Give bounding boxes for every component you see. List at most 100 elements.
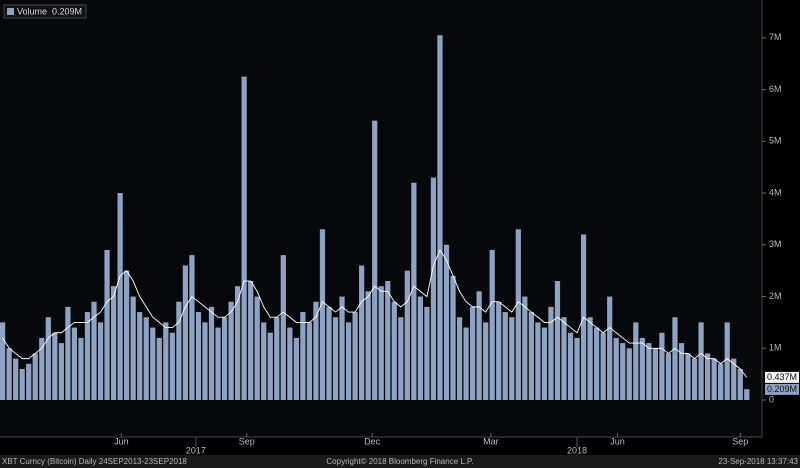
bar — [97, 322, 104, 400]
bar — [633, 322, 639, 400]
bar — [319, 229, 326, 400]
x-tick-label: Dec — [364, 436, 381, 446]
legend-box — [3, 4, 87, 19]
bar — [104, 249, 110, 400]
bar — [737, 368, 743, 400]
bar — [450, 275, 456, 400]
bar — [365, 291, 371, 400]
bar — [646, 343, 652, 400]
bar — [267, 332, 273, 400]
bar — [13, 358, 19, 400]
bar — [143, 317, 149, 400]
bar — [463, 327, 469, 400]
bar — [430, 177, 437, 400]
bar — [496, 301, 502, 400]
bar — [678, 343, 685, 400]
x-year-label: 2017 — [186, 445, 206, 455]
bar — [404, 270, 410, 400]
bar — [84, 312, 91, 400]
bar — [515, 229, 521, 400]
bar — [424, 306, 430, 400]
bar — [411, 182, 417, 400]
bar — [489, 249, 495, 400]
bar — [535, 322, 541, 400]
bar — [372, 120, 378, 400]
footer-bar — [0, 455, 800, 468]
bar — [274, 317, 280, 400]
footer-center: Copyright© 2018 Bloomberg Finance L.P. — [326, 457, 473, 466]
bar — [300, 312, 306, 400]
bar — [731, 358, 737, 400]
bar — [398, 317, 404, 400]
legend-swatch — [7, 8, 14, 15]
bar — [476, 291, 482, 400]
bar — [39, 337, 45, 400]
x-tick-label: Jun — [610, 436, 625, 446]
y-tick-label: 5M — [769, 136, 782, 146]
y-tick-label: 3M — [769, 239, 782, 249]
bar — [130, 296, 136, 400]
bar — [65, 306, 71, 400]
value-label: 0.209M — [767, 384, 797, 394]
bar — [110, 286, 117, 400]
y-tick-label: 4M — [769, 187, 782, 197]
bar — [574, 337, 580, 400]
bar — [528, 312, 534, 400]
bar — [391, 301, 397, 400]
bar — [561, 317, 567, 400]
bar — [45, 317, 51, 400]
x-tick-label: Mar — [483, 436, 499, 446]
x-tick-label: Sep — [732, 436, 748, 446]
bar — [137, 312, 143, 400]
moving-average-line — [2, 249, 748, 378]
y-tick-label: 6M — [769, 84, 782, 94]
bar — [548, 306, 554, 400]
bar — [626, 348, 632, 400]
bar — [652, 348, 658, 400]
bar — [567, 332, 574, 400]
y-tick-label: 1M — [769, 343, 782, 353]
y-tick-label: 2M — [769, 291, 782, 301]
legend-label: Volume — [17, 6, 47, 16]
bar — [0, 322, 6, 400]
bar — [665, 353, 672, 400]
bar — [620, 343, 626, 400]
bar — [163, 322, 169, 400]
bar — [691, 358, 698, 400]
bar — [443, 244, 450, 400]
bar — [613, 337, 619, 400]
bar — [235, 286, 241, 400]
bar — [189, 255, 195, 400]
bar — [228, 301, 234, 400]
bar — [705, 353, 711, 400]
bar — [711, 358, 717, 400]
legend-value: 0.209M — [52, 6, 82, 16]
bar — [359, 265, 365, 400]
bar — [176, 301, 182, 400]
bar — [78, 337, 84, 400]
bar — [293, 337, 299, 400]
bar — [522, 296, 528, 400]
bar — [332, 317, 339, 400]
bar — [345, 322, 352, 400]
bar — [254, 296, 260, 400]
bar — [698, 322, 704, 400]
bar — [744, 389, 750, 400]
bar — [32, 353, 38, 400]
bar — [313, 301, 319, 400]
bar — [483, 322, 489, 400]
bar — [541, 327, 548, 400]
bar — [91, 301, 97, 400]
bar — [587, 317, 593, 400]
bar — [221, 317, 228, 400]
bar — [672, 317, 678, 400]
bar — [724, 322, 730, 400]
bar — [456, 317, 463, 400]
bar — [339, 296, 345, 400]
x-year-label: 2018 — [567, 445, 587, 455]
bar — [417, 296, 423, 400]
bar — [169, 332, 175, 400]
bar — [241, 76, 247, 401]
bar — [156, 337, 162, 400]
